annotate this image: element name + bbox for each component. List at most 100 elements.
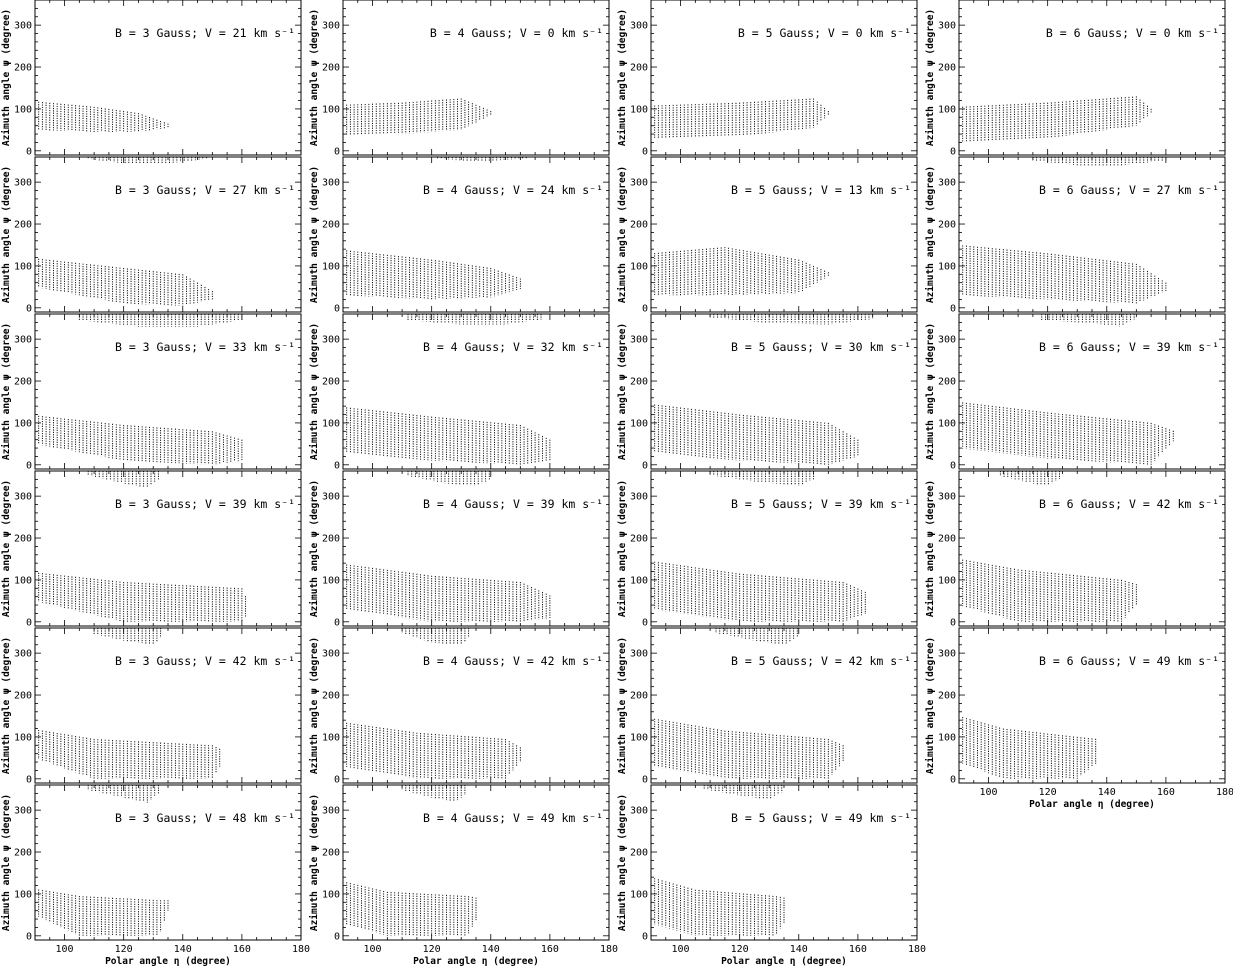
panel-data [343, 314, 551, 465]
panel-data [343, 471, 551, 622]
panel-data [651, 628, 844, 779]
panel-data [343, 785, 477, 936]
y-tick-label: 100 [938, 104, 956, 115]
y-tick-label: 300 [938, 21, 956, 32]
y-axis-label: Azimuth angle ψ (degree) [617, 166, 628, 303]
y-tick-label: 200 [14, 63, 32, 74]
panel-data [35, 471, 247, 622]
y-tick-label: 300 [938, 649, 956, 660]
y-tick-label: 300 [938, 178, 956, 189]
panel-data [959, 471, 1137, 622]
y-tick-label: 0 [950, 146, 956, 157]
panel-title: B = 6 Gauss; V = 39 km s⁻¹ [1039, 340, 1219, 354]
y-tick-label: 200 [630, 534, 648, 545]
panel-title: B = 4 Gauss; V = 32 km s⁻¹ [423, 340, 603, 354]
y-tick-label: 0 [950, 460, 956, 471]
panel-title: B = 3 Gauss; V = 27 km s⁻¹ [115, 183, 295, 197]
y-axis-label: Azimuth angle ψ (degree) [925, 480, 936, 617]
panel-title: B = 4 Gauss; V = 0 km s⁻¹ [430, 26, 603, 40]
panel-title: B = 6 Gauss; V = 49 km s⁻¹ [1039, 654, 1219, 668]
x-tick-label: 160 [1157, 787, 1175, 798]
y-tick-label: 300 [14, 806, 32, 817]
panel-title: B = 4 Gauss; V = 24 km s⁻¹ [423, 183, 603, 197]
y-tick-label: 0 [334, 460, 340, 471]
y-tick-label: 100 [14, 889, 32, 900]
y-tick-label: 300 [938, 335, 956, 346]
plot-frame [650, 0, 918, 156]
x-tick-label: 180 [600, 944, 618, 955]
y-tick-label: 200 [630, 848, 648, 859]
plot-frame [342, 784, 610, 941]
y-axis-label: Azimuth angle ψ (degree) [309, 480, 320, 617]
x-tick-label: 140 [482, 944, 500, 955]
x-tick-label: 180 [292, 944, 310, 955]
y-tick-label: 0 [26, 774, 32, 785]
y-axis-label: Azimuth angle ψ (degree) [1, 637, 12, 774]
y-tick-label: 100 [322, 889, 340, 900]
plot-frame [34, 0, 302, 156]
y-tick-label: 100 [14, 104, 32, 115]
y-tick-label: 300 [14, 178, 32, 189]
y-tick-label: 200 [938, 534, 956, 545]
y-tick-label: 200 [14, 691, 32, 702]
y-tick-label: 100 [938, 575, 956, 586]
y-axis-label: Azimuth angle ψ (degree) [617, 480, 628, 617]
y-tick-label: 300 [630, 178, 648, 189]
panel-title: B = 3 Gauss; V = 42 km s⁻¹ [115, 654, 295, 668]
x-tick-label: 180 [1216, 787, 1233, 798]
y-tick-label: 200 [14, 534, 32, 545]
y-tick-label: 0 [642, 774, 648, 785]
y-tick-label: 200 [322, 377, 340, 388]
panel-title: B = 5 Gauss; V = 39 km s⁻¹ [731, 497, 911, 511]
panel-title: B = 6 Gauss; V = 0 km s⁻¹ [1046, 26, 1219, 40]
x-tick-label: 100 [364, 944, 382, 955]
panel-title: B = 5 Gauss; V = 42 km s⁻¹ [731, 654, 911, 668]
panel-title: B = 6 Gauss; V = 42 km s⁻¹ [1039, 497, 1219, 511]
y-tick-label: 200 [14, 220, 32, 231]
y-tick-label: 100 [14, 732, 32, 743]
x-tick-label: 120 [115, 944, 133, 955]
y-tick-label: 200 [322, 691, 340, 702]
y-tick-label: 0 [950, 617, 956, 628]
y-tick-label: 0 [334, 774, 340, 785]
y-axis-label: Azimuth angle ψ (degree) [309, 166, 320, 303]
panel-title: B = 4 Gauss; V = 42 km s⁻¹ [423, 654, 603, 668]
y-tick-label: 100 [938, 418, 956, 429]
x-tick-label: 140 [1098, 787, 1116, 798]
y-tick-label: 100 [322, 575, 340, 586]
y-tick-label: 100 [322, 261, 340, 272]
y-tick-label: 300 [322, 178, 340, 189]
y-tick-label: 200 [938, 691, 956, 702]
y-tick-label: 100 [630, 732, 648, 743]
y-tick-label: 200 [322, 220, 340, 231]
y-tick-label: 300 [630, 806, 648, 817]
plot-frame [958, 470, 1226, 627]
y-tick-label: 100 [14, 418, 32, 429]
x-tick-label: 120 [1039, 787, 1057, 798]
panel-title: B = 5 Gauss; V = 13 km s⁻¹ [731, 183, 911, 197]
x-tick-label: 140 [174, 944, 192, 955]
y-tick-label: 200 [630, 220, 648, 231]
x-tick-label: 100 [980, 787, 998, 798]
x-tick-label: 140 [790, 944, 808, 955]
panel-data [651, 247, 829, 296]
plot-frame [650, 784, 918, 941]
y-axis-label: Azimuth angle ψ (degree) [617, 637, 628, 774]
plot-frame [958, 156, 1226, 313]
y-axis-label: Azimuth angle ψ (degree) [309, 637, 320, 774]
panel-title: B = 4 Gauss; V = 49 km s⁻¹ [423, 811, 603, 825]
panel-data [651, 314, 874, 465]
y-tick-label: 300 [322, 492, 340, 503]
panel-data [35, 628, 221, 779]
plot-frame [650, 470, 918, 627]
y-tick-label: 0 [334, 931, 340, 942]
